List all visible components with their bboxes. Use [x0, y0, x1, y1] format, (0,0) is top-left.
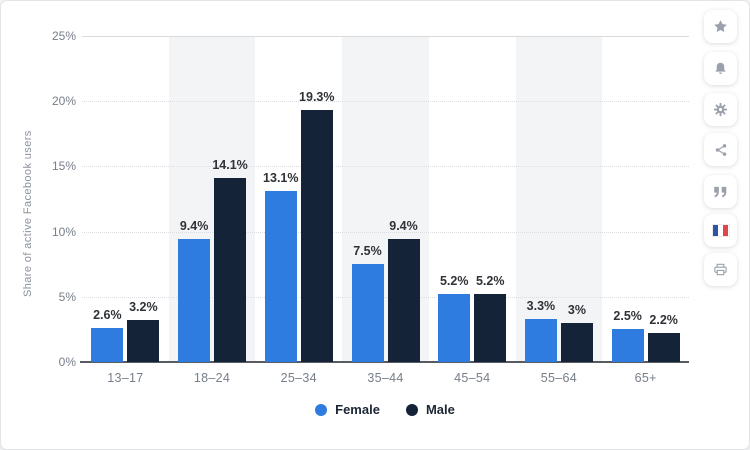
y-tick-label: 15%: [51, 159, 76, 174]
printer-icon: [713, 262, 728, 277]
bar-male-18-24[interactable]: [214, 178, 247, 362]
bar-value-label: 7.5%: [353, 244, 382, 259]
bar-value-label: 3%: [567, 302, 586, 317]
legend-dot-female: [315, 403, 328, 416]
bar-value-label: 14.1%: [212, 158, 248, 173]
bar-value-label: 9.4%: [179, 219, 209, 234]
bar-value-label: 9.4%: [389, 219, 418, 234]
x-axis-line: [80, 361, 689, 363]
bar-value-label: 3.2%: [129, 300, 158, 315]
bar-male-35-44[interactable]: [387, 239, 420, 362]
language-flag-button[interactable]: [704, 214, 737, 247]
x-tick-label-65+: 65+: [634, 371, 657, 385]
bell-button[interactable]: [704, 52, 737, 85]
legend-label: Male: [425, 402, 455, 417]
bar-value-label: 5.2%: [475, 274, 505, 289]
legend-item-female[interactable]: Female: [315, 402, 380, 417]
y-tick-label: 10%: [51, 224, 76, 239]
bar-value-label: 2.2%: [649, 313, 678, 328]
legend-label: Female: [335, 402, 380, 417]
gear-button[interactable]: [704, 93, 737, 126]
star-icon: [713, 19, 728, 34]
share-button[interactable]: [704, 133, 737, 166]
share-icon: [714, 143, 728, 157]
bar-value-label: 2.5%: [613, 309, 642, 324]
column-band-55-64: [515, 36, 603, 362]
y-tick-label: 0%: [58, 355, 76, 369]
quote-icon: [713, 186, 728, 198]
y-tick-label: 20%: [51, 94, 76, 109]
bell-icon: [713, 61, 728, 76]
bar-male-65+[interactable]: [647, 333, 680, 362]
x-tick-label-13-17: 13–17: [107, 371, 144, 385]
gridline-20: [82, 101, 689, 103]
bar-male-55-64[interactable]: [560, 322, 593, 362]
bar-value-label: 13.1%: [263, 171, 299, 186]
x-tick-label-18-24: 18–24: [193, 371, 231, 385]
y-tick-label: 5%: [58, 289, 76, 304]
bar-value-label: 19.3%: [299, 90, 335, 105]
bar-female-55-64[interactable]: [524, 318, 557, 362]
bar-female-18-24[interactable]: [178, 239, 211, 362]
y-tick-label: 25%: [51, 29, 76, 43]
bar-male-25-34[interactable]: [300, 110, 333, 362]
star-button[interactable]: [704, 10, 737, 43]
bar-value-label: 2.6%: [93, 308, 122, 323]
x-tick-label-25-34: 25–34: [280, 371, 317, 385]
quote-button[interactable]: [704, 175, 737, 208]
bar-female-25-34[interactable]: [264, 191, 297, 362]
y-axis-title: Share of active Facebook users: [22, 130, 34, 298]
gridline-25: [82, 36, 689, 37]
legend: Female Male: [82, 402, 688, 417]
x-tick-label-55-64: 55–64: [540, 371, 578, 385]
bar-value-label: 5.2%: [439, 274, 469, 289]
bar-female-65+[interactable]: [611, 329, 644, 362]
bar-female-13-17[interactable]: [91, 328, 124, 362]
legend-dot-male: [405, 403, 418, 416]
gridline-5: [82, 296, 689, 298]
bar-male-45-54[interactable]: [474, 294, 507, 362]
gridline-15: [82, 166, 689, 168]
bar-female-45-54[interactable]: [438, 294, 471, 362]
bar-male-13-17[interactable]: [127, 320, 160, 362]
x-tick-label-45-54: 45–54: [454, 371, 491, 385]
gear-icon: [713, 102, 728, 117]
print-button[interactable]: [704, 253, 737, 286]
bar-female-35-44[interactable]: [351, 264, 384, 362]
gridline-10: [82, 231, 689, 233]
legend-item-male[interactable]: Male: [405, 402, 455, 417]
x-tick-label-35-44: 35–44: [367, 371, 404, 385]
french-flag-icon: [711, 224, 730, 237]
bar-value-label: 3.3%: [526, 298, 556, 313]
